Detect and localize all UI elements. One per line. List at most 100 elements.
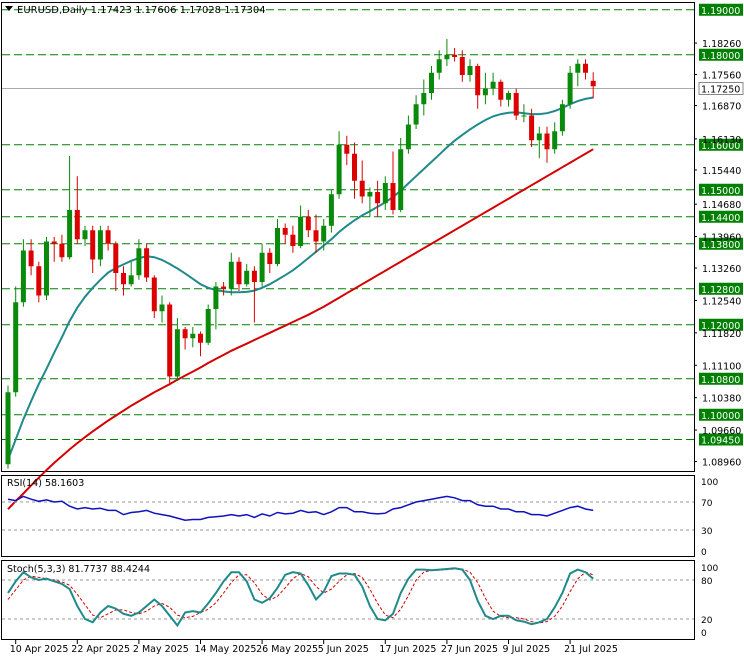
chart-header-text: EURUSD,Daily 1.17423 1.17606 1.17028 1.1…	[17, 5, 266, 16]
candle	[213, 282, 219, 330]
candle-body	[436, 59, 442, 73]
rsi-levels	[2, 501, 694, 531]
level-label: 1.15000	[701, 186, 740, 197]
candle-body	[367, 192, 373, 197]
candle-body	[421, 93, 427, 105]
candle-body	[452, 54, 458, 57]
candle	[436, 50, 442, 80]
time-tick-label: 10 Apr 2025	[10, 644, 69, 655]
candle	[28, 239, 34, 276]
candle	[121, 266, 126, 296]
candle	[405, 115, 411, 154]
candle-body	[198, 333, 203, 343]
fast-ma-line	[7, 96, 594, 461]
candle	[513, 88, 519, 120]
candle	[144, 243, 150, 282]
candle-body	[90, 230, 96, 260]
candle-body	[36, 266, 42, 296]
candle	[36, 261, 42, 303]
candle-body	[144, 248, 150, 278]
price-tick-label: 1.14680	[702, 200, 741, 211]
level-tag	[699, 318, 743, 331]
candle-body	[13, 302, 19, 393]
level-label: 1.09450	[701, 436, 740, 447]
candle-body	[20, 250, 26, 303]
candle	[567, 66, 573, 109]
rsi-label: RSI(14) 58.1603	[7, 478, 84, 489]
candle	[521, 104, 527, 123]
candle	[390, 151, 396, 215]
candle	[136, 239, 142, 280]
candle-body	[575, 63, 581, 73]
stoch-panel: 100 80 20 0 Stoch(5,3,3) 81.7737 88.4244	[1, 560, 718, 640]
price-tick-label: 1.08960	[702, 458, 741, 469]
price-tick-label: 1.11100	[702, 361, 741, 372]
stoch-levels	[2, 579, 694, 620]
time-tick-label: 27 Jun 2025	[441, 644, 498, 655]
candle-body	[167, 304, 173, 377]
candle-body	[205, 309, 211, 343]
candle	[583, 59, 588, 80]
stoch-label: Stoch(5,3,3) 81.7737 88.4244	[7, 564, 150, 575]
candle	[552, 122, 558, 154]
candle-body	[121, 273, 126, 285]
candle	[298, 205, 304, 249]
candle	[244, 264, 250, 287]
main-panel: 1.19000 1.18000 1.17250 1.16000 1.15000 1.144…	[1, 2, 744, 510]
time-tick-label: 22 Apr 2025	[71, 644, 130, 655]
stoch-tick-label: 80	[701, 577, 713, 587]
candle	[90, 225, 96, 273]
candle	[529, 108, 535, 147]
price-tick-label: 1.16130	[702, 135, 741, 146]
candle	[413, 95, 419, 129]
rsi-tick-label: 70	[701, 499, 713, 509]
candle-body	[475, 66, 481, 96]
time-axis: 10 Apr 2025 22 Apr 2025 2 May 2025 14 May 2…	[10, 640, 618, 655]
candle	[559, 99, 565, 136]
dropdown-triangle-icon	[5, 6, 13, 11]
candle-body	[498, 81, 504, 100]
level-tag	[699, 48, 743, 61]
candle-body	[321, 225, 327, 242]
candle	[590, 72, 596, 99]
candle-body	[275, 228, 280, 264]
candle	[429, 66, 434, 100]
candle	[151, 275, 157, 318]
price-axis: 1.19000 1.18000 1.17250 1.16000 1.15000 1.144…	[694, 3, 744, 469]
candle-body	[413, 104, 419, 125]
candle	[275, 219, 280, 267]
level-tag	[699, 210, 743, 223]
candle-body	[467, 66, 473, 75]
candle	[344, 135, 350, 165]
candle	[421, 79, 427, 116]
level-tag	[699, 237, 743, 250]
candle	[105, 225, 111, 251]
candle	[59, 234, 65, 262]
candle-body	[313, 230, 319, 242]
candle-body	[359, 180, 365, 197]
candle-body	[444, 54, 450, 60]
candle-body	[328, 194, 334, 226]
time-tick-label: 14 May 2025	[195, 644, 257, 655]
level-tag	[699, 183, 743, 196]
candle	[452, 48, 458, 62]
candle-body	[51, 241, 57, 244]
candle	[167, 302, 173, 386]
rsi-tick-label: 100	[701, 478, 718, 488]
candle-body	[28, 250, 34, 267]
level-tag	[699, 408, 743, 421]
candle	[174, 318, 180, 381]
candle-body	[67, 210, 73, 258]
candle-body	[228, 261, 234, 289]
candle-body	[159, 304, 165, 312]
candle-body	[136, 248, 142, 276]
candle-body	[590, 80, 596, 87]
price-tick-label: 1.10380	[702, 394, 741, 405]
candle	[475, 63, 481, 109]
price-tick-label: 1.16870	[702, 102, 741, 113]
candle-body	[174, 329, 180, 377]
candle-body	[182, 329, 188, 339]
candle	[44, 237, 49, 300]
candle	[128, 261, 134, 287]
candle	[290, 225, 296, 253]
